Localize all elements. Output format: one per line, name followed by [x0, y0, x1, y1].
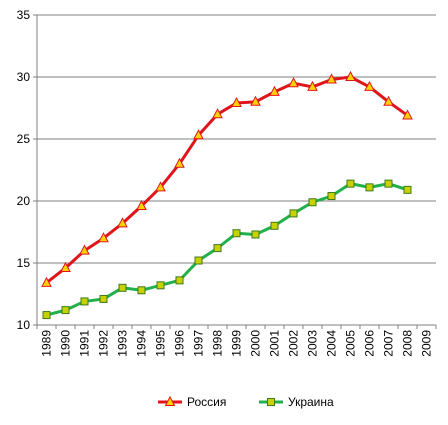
data-point-triangle	[98, 232, 109, 243]
x-tick-label: 2009	[420, 330, 434, 357]
series-markers	[41, 70, 413, 320]
gridlines	[37, 14, 436, 264]
data-point-triangle	[307, 80, 318, 91]
x-tick-label: 1992	[97, 330, 111, 357]
data-point-square	[42, 311, 51, 320]
axes	[33, 14, 437, 329]
data-point-triangle	[250, 95, 261, 106]
data-point-square	[251, 230, 260, 239]
y-tick-label: 35	[17, 8, 31, 22]
data-point-square	[289, 209, 298, 218]
x-tick-label: 2002	[287, 330, 301, 357]
x-tick-label: 2000	[249, 330, 263, 357]
legend-marker-triangle	[164, 395, 176, 406]
x-tick-label: 1991	[78, 330, 92, 357]
x-tick-label: 2005	[344, 330, 358, 357]
y-axis-ticks: 10 15 20 25 30 35	[17, 8, 31, 332]
data-point-triangle	[155, 181, 166, 192]
data-point-triangle	[212, 108, 223, 119]
y-tick-label: 30	[17, 70, 31, 84]
data-point-square	[99, 294, 108, 303]
data-point-triangle	[364, 80, 375, 91]
data-point-square	[346, 179, 355, 188]
data-point-square	[270, 221, 279, 230]
legend-label: Украина	[288, 395, 334, 409]
data-point-triangle	[269, 85, 280, 96]
data-point-square	[403, 185, 412, 194]
x-tick-label: 2004	[325, 330, 339, 357]
data-point-square	[194, 256, 203, 265]
data-point-square	[365, 183, 374, 192]
data-point-triangle	[383, 95, 394, 106]
legend-label: Россия	[187, 395, 226, 409]
data-point-square	[384, 179, 393, 188]
data-point-triangle	[79, 244, 90, 255]
x-tick-label: 1990	[59, 330, 73, 357]
x-axis-ticks: 1989 1990 1991 1992 1993 1994 1995 1996 1997 1998…	[40, 330, 434, 357]
legend: Россия Украина	[158, 395, 334, 409]
data-point-triangle	[117, 217, 128, 228]
x-tick-label: 1995	[154, 330, 168, 357]
data-point-triangle	[60, 261, 71, 272]
data-point-triangle	[288, 77, 299, 88]
data-point-triangle	[345, 70, 356, 81]
data-point-triangle	[326, 73, 337, 84]
y-tick-label: 10	[17, 318, 31, 332]
data-point-square	[308, 198, 317, 207]
data-point-triangle	[41, 276, 52, 287]
data-point-square	[175, 276, 184, 285]
data-point-square	[80, 297, 89, 306]
x-tick-label: 2007	[382, 330, 396, 357]
data-point-square	[232, 229, 241, 238]
x-tick-label: 1996	[173, 330, 187, 357]
x-tick-label: 1999	[230, 330, 244, 357]
data-point-square	[156, 281, 165, 290]
y-tick-label: 20	[17, 194, 31, 208]
x-tick-label: 1997	[192, 330, 206, 357]
x-tick-label: 1994	[135, 330, 149, 357]
data-point-square	[118, 283, 127, 292]
legend-marker-square	[267, 398, 275, 406]
series-lines	[45, 75, 409, 317]
x-tick-label: 1998	[211, 330, 225, 357]
data-point-triangle	[174, 157, 185, 168]
x-tick-label: 2008	[401, 330, 415, 357]
data-point-triangle	[193, 129, 204, 140]
x-tick-label: 1989	[40, 330, 54, 357]
data-point-square	[61, 306, 70, 315]
data-point-triangle	[231, 96, 242, 108]
y-tick-label: 25	[17, 132, 31, 146]
data-point-square	[137, 286, 146, 295]
x-tick-label: 2003	[306, 330, 320, 357]
x-tick-label: 2006	[363, 330, 377, 357]
data-point-square	[213, 244, 222, 253]
x-tick-label: 1993	[116, 330, 130, 357]
data-point-triangle	[402, 109, 413, 120]
y-tick-label: 15	[17, 256, 31, 270]
data-point-square	[327, 192, 336, 201]
data-point-triangle	[136, 199, 147, 210]
x-tick-label: 2001	[268, 330, 282, 357]
